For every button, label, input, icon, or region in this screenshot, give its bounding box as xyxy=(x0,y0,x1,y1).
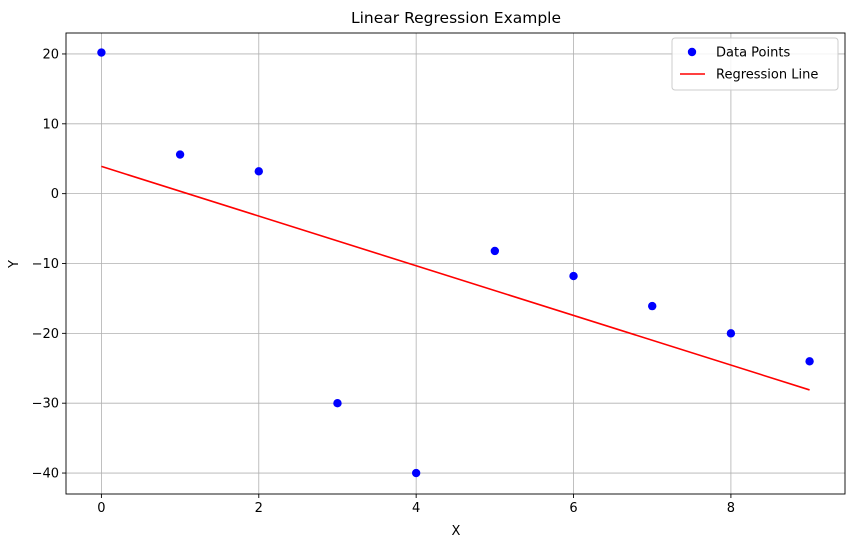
y-axis-title: Y xyxy=(7,260,22,269)
data-point xyxy=(175,150,185,159)
data-point xyxy=(648,301,657,311)
y-tick-label: −10 xyxy=(32,257,59,272)
y-tick-label: −40 xyxy=(32,467,59,482)
x-tick-label: 0 xyxy=(97,501,105,516)
data-point xyxy=(97,48,106,57)
y-tick-label: 20 xyxy=(42,47,59,62)
data-point xyxy=(726,329,736,338)
data-point xyxy=(569,271,578,281)
y-tick-label: 0 xyxy=(51,187,59,202)
legend-label: Regression Line xyxy=(716,68,818,83)
legend-box xyxy=(671,37,839,91)
legend-label: Data Points xyxy=(716,46,790,61)
x-tick-label: 8 xyxy=(727,501,735,516)
plot-area: 0 2 4 6 8 −40 −30 −20 −10 0 10 20 Data Points Regress… xyxy=(32,32,846,516)
legend-marker-data-points xyxy=(687,47,697,57)
data-point xyxy=(411,468,421,478)
data-point xyxy=(254,167,263,176)
x-axis-title: X xyxy=(452,524,461,539)
legend: Data Points Regression Line xyxy=(671,37,839,91)
y-tick-label: 10 xyxy=(42,117,59,132)
data-point xyxy=(490,246,500,256)
data-point xyxy=(333,398,342,408)
x-tick-label: 6 xyxy=(569,501,577,516)
chart-title: Linear Regression Example xyxy=(351,9,561,27)
regression-line xyxy=(101,165,810,391)
y-tick-label: −30 xyxy=(32,397,59,412)
y-tick-label: −20 xyxy=(32,327,59,342)
data-point xyxy=(805,357,814,366)
x-tick-label: 4 xyxy=(412,501,420,516)
x-tick-label: 2 xyxy=(255,501,263,516)
